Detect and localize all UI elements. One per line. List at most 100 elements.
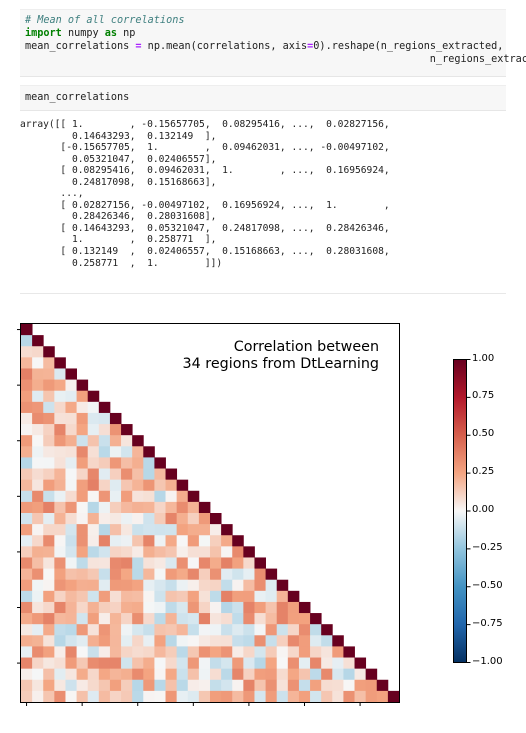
array-output-line: 0.14643293, 0.132149 ], [20, 130, 217, 142]
heatmap-cell [109, 657, 122, 670]
heatmap-cell [121, 679, 133, 692]
heatmap-cell [54, 601, 66, 614]
heatmap-cell [43, 590, 55, 603]
heatmap-cell [298, 679, 311, 692]
heatmap-cell [143, 490, 155, 503]
heatmap-cell [198, 513, 211, 525]
heatmap-cell [76, 679, 89, 692]
heatmap-cell [332, 657, 344, 670]
heatmap-cell [243, 579, 255, 592]
heatmap-cell [298, 635, 311, 647]
heatmap-cell [32, 468, 44, 481]
heatmap-cell [198, 535, 211, 547]
heatmap-cell [154, 468, 166, 481]
heatmap-cell [43, 635, 55, 647]
heatmap-cell [43, 424, 55, 436]
heatmap-cell [132, 535, 144, 547]
colorbar-tick-label: −0.50 [472, 579, 503, 591]
heatmap-cell [21, 546, 33, 558]
heatmap-cell [21, 524, 33, 536]
heatmap-cell [132, 579, 144, 592]
heatmap-cell [32, 379, 44, 392]
heatmap-cell [221, 690, 233, 703]
heatmap-cell [76, 590, 89, 603]
heatmap-cell [121, 690, 133, 703]
heatmap-cell [221, 668, 233, 681]
heatmap-cell [232, 690, 244, 703]
heatmap-cell [254, 557, 266, 569]
heatmap-cell [121, 457, 133, 469]
heatmap-cell [121, 501, 133, 514]
plot-title-line1: Correlation between [233, 339, 379, 355]
heatmap-cell [198, 635, 211, 647]
heatmap-cell [65, 368, 77, 380]
heatmap-cell [165, 657, 178, 670]
heatmap-cell [210, 513, 222, 525]
heatmap-cell [76, 568, 89, 581]
import-alias: np [117, 28, 136, 39]
heatmap-cell [243, 568, 255, 581]
heatmap-cell [32, 613, 44, 625]
heatmap-cell [87, 513, 100, 525]
heatmap-cell [21, 646, 33, 658]
heatmap-cell [98, 435, 111, 447]
heatmap-cell [32, 624, 44, 636]
heatmap-cell [43, 468, 55, 481]
heatmap-cell [87, 546, 100, 558]
heatmap-cell [109, 424, 122, 436]
heatmap-cell [98, 557, 111, 569]
heatmap-cell [54, 557, 66, 569]
heatmap-cell [198, 646, 211, 658]
heatmap-cell [21, 335, 33, 347]
heatmap-cell [310, 657, 322, 670]
heatmap-cell [276, 657, 289, 670]
heatmap-cell [32, 546, 44, 558]
heatmap-cell [154, 668, 166, 681]
heatmap-cell [121, 613, 133, 625]
heatmap-cell [32, 501, 44, 514]
heatmap-cell [87, 535, 100, 547]
heatmap-cell [187, 590, 200, 603]
heatmap-cell [76, 657, 89, 670]
heatmap-cell [165, 635, 178, 647]
colorbar-tick-label: 1.00 [472, 352, 495, 364]
heatmap-cell [143, 468, 155, 481]
heatmap-cell [109, 457, 122, 469]
code-cell-1[interactable] [20, 9, 506, 77]
array-output-line: ..., [20, 188, 84, 200]
heatmap-cell [287, 590, 300, 603]
heatmap-cell [154, 490, 166, 503]
heatmap-cell [198, 524, 211, 536]
colorbar [453, 359, 467, 663]
heatmap-cell [87, 601, 100, 614]
heatmap-cell [132, 624, 144, 636]
heatmap-cell [165, 601, 178, 614]
heatmap-cell [332, 646, 344, 658]
heatmap-cell [198, 579, 211, 592]
heatmap-cell [265, 568, 278, 581]
array-output-line: 0.28426346, 0.28031608], [20, 211, 217, 223]
heatmap-cell [65, 501, 77, 514]
heatmap-cell [32, 557, 44, 569]
heatmap-cell [98, 635, 111, 647]
heatmap-cell [87, 646, 100, 658]
heatmap-cell [154, 513, 166, 525]
heatmap-cell [109, 446, 122, 458]
colorbar-tick-label: 0.00 [472, 504, 495, 515]
heatmap-frame [20, 323, 400, 703]
array-output-line: 1. , 0.258771 ], [20, 234, 217, 246]
heatmap-cell [298, 613, 311, 625]
heatmap-cell [43, 668, 55, 681]
colorbar-tick-label: 0.75 [472, 390, 495, 402]
array-output-line: [ 0.08295416, 0.09462031, 1. , ..., 0.16… [20, 165, 390, 177]
heatmap-cell [43, 479, 55, 492]
assign-target: mean_correlations [25, 41, 136, 52]
heatmap-cell [76, 412, 89, 425]
heatmap-cell [221, 646, 233, 658]
heatmap-cell [210, 646, 222, 658]
code-cell-2[interactable] [20, 85, 506, 111]
heatmap-cell [54, 657, 66, 670]
heatmap-cell [32, 579, 44, 592]
heatmap-cell [98, 690, 111, 703]
heatmap-cell [65, 524, 77, 536]
